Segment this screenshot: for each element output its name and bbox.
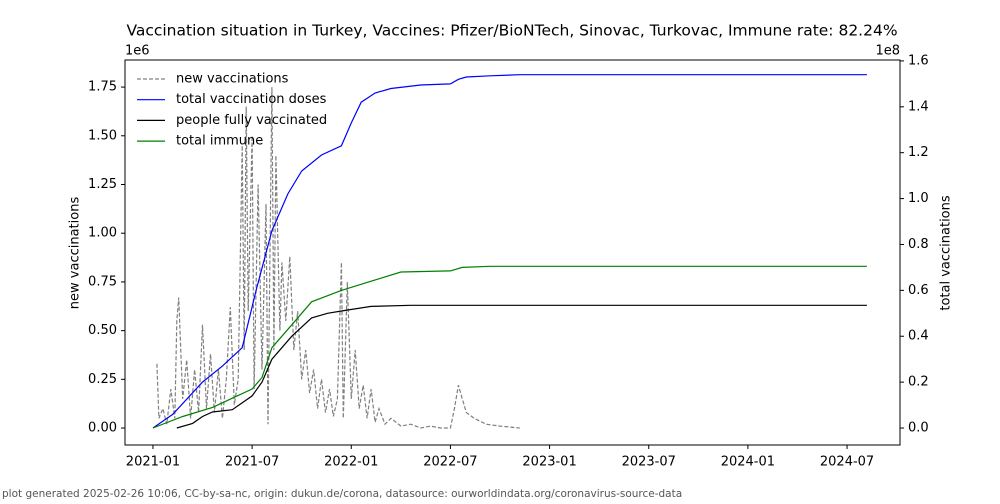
y-tick-label: 1.00	[88, 226, 117, 241]
legend-label: new vaccinations	[176, 72, 289, 87]
chart-title: Vaccination situation in Turkey, Vaccine…	[126, 22, 897, 40]
series-line	[152, 74, 867, 429]
y2-tick-label: 0.8	[908, 237, 929, 252]
x-tick-label: 2022-07	[423, 455, 477, 470]
y-tick-label: 0.75	[88, 274, 117, 289]
y2-tick-label: 1.2	[908, 145, 929, 160]
y-offset: 1e6	[125, 44, 150, 59]
series-line	[156, 87, 520, 429]
y-tick-label: 1.25	[88, 177, 117, 192]
x-tick-label: 2024-01	[721, 455, 775, 470]
y-tick-label: 0.50	[88, 323, 117, 338]
x-tick-label: 2023-07	[622, 455, 676, 470]
series-line	[152, 265, 867, 429]
y-axis-label: new vaccinations	[68, 197, 83, 310]
y-tick-label: 0.25	[88, 372, 117, 387]
legend-label: total vaccination doses	[176, 92, 327, 107]
y2-tick-label: 1.4	[908, 99, 929, 114]
y-tick-label: 1.75	[88, 80, 117, 95]
y2-tick-label: 1.0	[908, 191, 929, 206]
footer: plot generated 2025-02-26 10:06, CC-by-s…	[2, 488, 682, 500]
y2-tick-label: 0.4	[908, 329, 929, 344]
y2-tick-label: 0.0	[908, 421, 929, 436]
y2-tick-label: 0.2	[908, 375, 929, 390]
x-tick-label: 2021-01	[126, 455, 180, 470]
y2-tick-label: 1.6	[908, 53, 929, 68]
y2-tick-label: 0.6	[908, 283, 929, 298]
legend-label: people fully vaccinated	[176, 113, 327, 128]
y2-axis-label: total vaccinations	[939, 195, 954, 311]
x-tick-label: 2022-01	[324, 455, 378, 470]
series-line	[176, 304, 867, 429]
legend-label: total immune	[176, 134, 263, 149]
plot-frame	[124, 59, 901, 446]
y-tick-label: 1.50	[88, 128, 117, 143]
y-tick-label: 0.00	[88, 421, 117, 436]
y2-offset: 1e8	[875, 44, 900, 59]
x-tick-label: 2024-07	[820, 455, 874, 470]
x-tick-label: 2021-07	[225, 455, 279, 470]
x-tick-label: 2023-01	[522, 455, 576, 470]
